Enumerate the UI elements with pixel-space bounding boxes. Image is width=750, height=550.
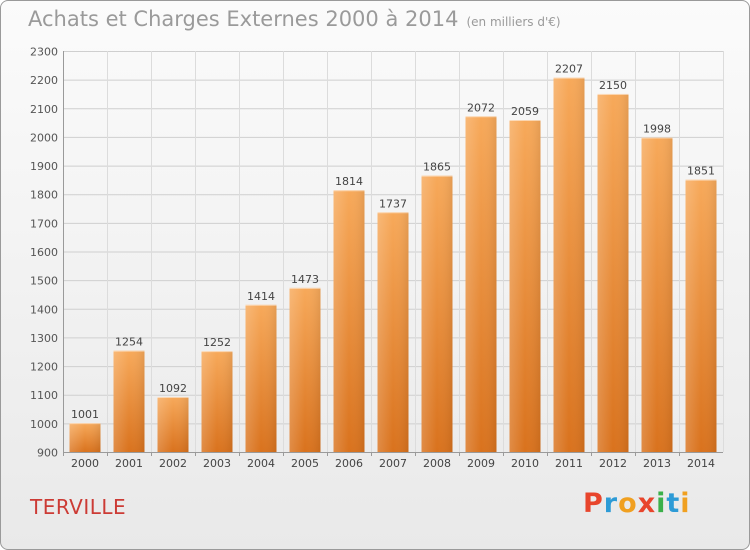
logo-letter: o <box>618 488 638 519</box>
bar-value-label: 1092 <box>159 382 187 395</box>
chart-title: Achats et Charges Externes 2000 à 2014 <box>28 7 459 31</box>
bar-shade <box>509 120 541 452</box>
bar-value-label: 2059 <box>511 105 539 118</box>
bar-value-label: 2150 <box>599 79 627 92</box>
bar-shade <box>201 351 233 452</box>
bar-shade <box>377 212 409 452</box>
proxiti-logo[interactable]: Proxiti <box>583 488 691 519</box>
y-tick-label: 1000 <box>30 418 58 431</box>
y-tick-label: 1200 <box>30 361 58 374</box>
bar-value-label: 2072 <box>467 101 495 114</box>
bar-value-label: 1254 <box>115 336 143 349</box>
logo-letter: i <box>656 488 667 519</box>
bar-shade <box>333 190 365 452</box>
logo-letter: r <box>603 488 619 519</box>
bar-value-label: 2207 <box>555 63 583 76</box>
x-tick-label: 2013 <box>643 457 671 470</box>
bar-shade <box>69 423 101 452</box>
bar-shade <box>421 175 453 452</box>
y-tick-label: 1600 <box>30 246 58 259</box>
logo-letter: x <box>637 488 657 519</box>
chart-subtitle: (en milliers d'€) <box>466 15 561 29</box>
x-tick-label: 2005 <box>291 457 319 470</box>
x-tick-label: 2014 <box>687 457 715 470</box>
bar-value-label: 1998 <box>643 123 671 136</box>
bar-value-label: 1252 <box>203 336 231 349</box>
x-tick-label: 2001 <box>115 457 143 470</box>
x-tick-label: 2008 <box>423 457 451 470</box>
x-tick-label: 2010 <box>511 457 539 470</box>
x-tick-label: 2002 <box>159 457 187 470</box>
bar-shade <box>685 179 717 452</box>
bar-shade <box>113 350 145 452</box>
logo-letter: t <box>666 488 681 519</box>
logo-letter: i <box>680 488 691 519</box>
bar-value-label: 1865 <box>423 161 451 174</box>
x-tick-label: 2009 <box>467 457 495 470</box>
logo-letter: P <box>583 488 604 519</box>
y-tick-label: 1300 <box>30 332 58 345</box>
y-tick-label: 900 <box>37 447 58 460</box>
x-tick-label: 2000 <box>71 457 99 470</box>
y-tick-label: 1700 <box>30 217 58 230</box>
bar-shade <box>157 397 189 452</box>
bar-shade <box>553 77 585 453</box>
x-tick-label: 2012 <box>599 457 627 470</box>
bar-value-label: 1737 <box>379 197 407 210</box>
bar-value-label: 1473 <box>291 273 319 286</box>
x-tick-label: 2003 <box>203 457 231 470</box>
y-tick-label: 1500 <box>30 275 58 288</box>
city-name: TERVILLE <box>30 495 127 519</box>
y-tick-label: 1400 <box>30 303 58 316</box>
y-tick-label: 1100 <box>30 389 58 402</box>
bar-value-label: 1414 <box>247 290 275 303</box>
y-tick-label: 2200 <box>30 74 58 87</box>
y-tick-label: 2300 <box>30 46 58 59</box>
x-tick-label: 2007 <box>379 457 407 470</box>
x-tick-label: 2011 <box>555 457 583 470</box>
bar-shade <box>289 287 321 452</box>
x-tick-label: 2006 <box>335 457 363 470</box>
bar-shade <box>245 304 277 452</box>
bar-shade <box>597 93 629 452</box>
bar-shade <box>641 137 673 452</box>
bar-value-label: 1001 <box>71 408 99 421</box>
labels-layer: 900 1000 1100 1200 1300 1400 1500 1600 1700 1800 1… <box>30 46 715 471</box>
y-tick-label: 2000 <box>30 131 58 144</box>
chart-title-block: Achats et Charges Externes 2000 à 2014 (e… <box>28 7 561 31</box>
y-tick-label: 1900 <box>30 160 58 173</box>
bar-value-label: 1851 <box>687 165 715 178</box>
bars-layer <box>69 77 717 453</box>
y-tick-label: 2100 <box>30 103 58 116</box>
x-tick-label: 2004 <box>247 457 275 470</box>
y-tick-label: 1800 <box>30 189 58 202</box>
bar-shade <box>465 116 497 452</box>
bar-value-label: 1814 <box>335 175 363 188</box>
